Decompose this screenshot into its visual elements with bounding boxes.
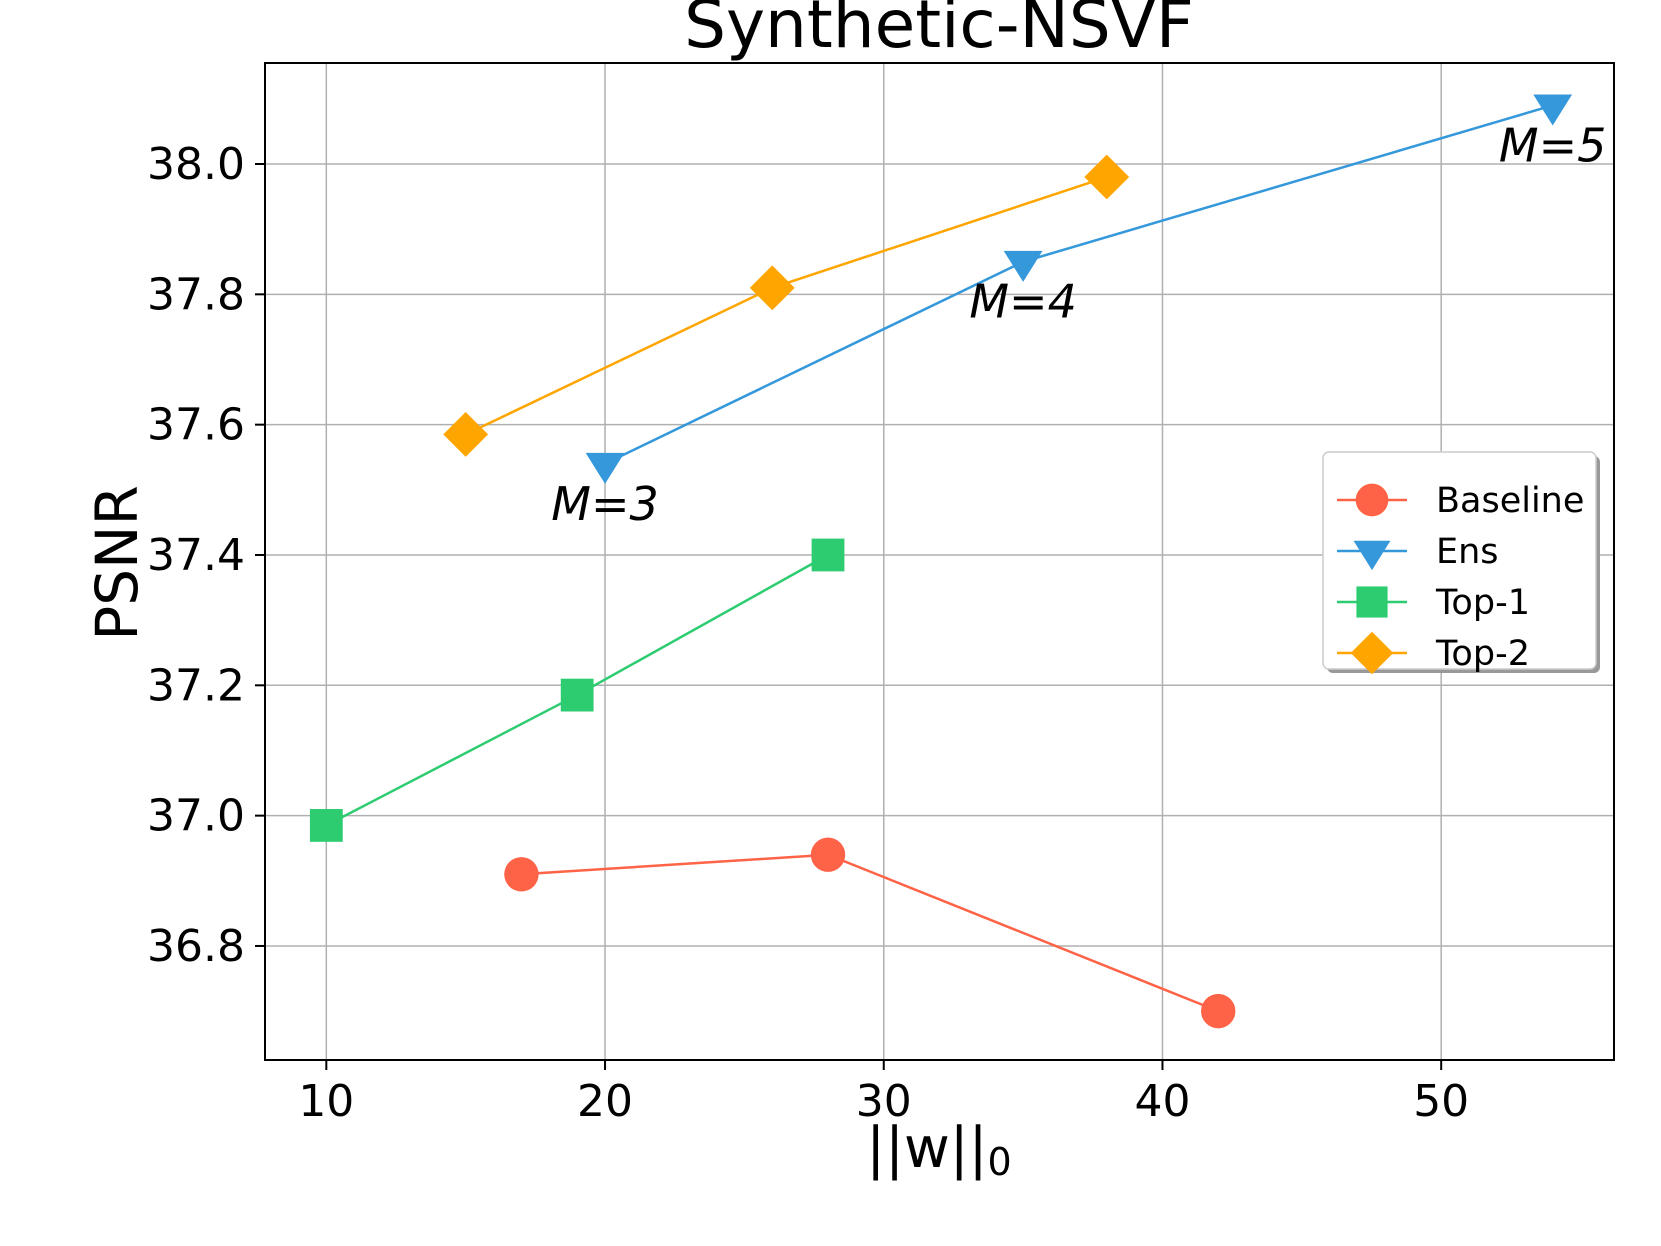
legend-marker-top-2 bbox=[1350, 631, 1394, 675]
x-tick-label: 30 bbox=[856, 1076, 912, 1127]
y-axis-label: PSNR bbox=[83, 485, 151, 640]
series-top-1 bbox=[309, 538, 845, 842]
y-tick-label: 37.4 bbox=[147, 530, 245, 581]
legend-entry-top-2: Top-2 bbox=[1337, 631, 1530, 675]
x-tick-label: 10 bbox=[298, 1076, 354, 1127]
axis-ticks: 10 20 30 40 50 36.8 37.0 37.2 37.4 37.6 37.8 38.0 bbox=[147, 139, 1469, 1127]
series-line-baseline bbox=[521, 853, 1219, 1013]
legend-label-top-1: Top-1 bbox=[1435, 583, 1530, 623]
x-tick-label: 20 bbox=[577, 1076, 633, 1127]
legend-label-top-2: Top-2 bbox=[1435, 634, 1530, 674]
series-ens bbox=[585, 94, 1573, 484]
data-point-top-2 bbox=[1084, 154, 1130, 200]
series-top-2 bbox=[443, 154, 1130, 457]
chart-title: Synthetic-NSVF bbox=[684, 0, 1194, 63]
y-tick-label: 36.8 bbox=[147, 921, 245, 972]
legend-marker-top-1 bbox=[1356, 586, 1388, 618]
x-tick-label: 40 bbox=[1134, 1076, 1190, 1127]
data-point-baseline bbox=[1201, 993, 1236, 1029]
legend-box bbox=[1322, 451, 1597, 670]
legend-entry-ens: Ens bbox=[1337, 532, 1499, 572]
data-point-top-2 bbox=[749, 265, 795, 311]
y-tick-label: 37.8 bbox=[147, 269, 245, 320]
legend-entry-baseline: Baseline bbox=[1337, 481, 1584, 521]
data-point-top-1 bbox=[811, 538, 845, 572]
annotation-label: M=5 bbox=[1499, 118, 1607, 172]
data-point-baseline bbox=[810, 837, 846, 872]
annotation-label: M=3 bbox=[551, 477, 659, 531]
legend-marker-ens bbox=[1353, 540, 1391, 571]
legend-marker-baseline bbox=[1355, 483, 1389, 517]
y-tick-label: 37.6 bbox=[147, 400, 245, 451]
legend: Baseline Ens Top-1 Top-2 bbox=[1322, 451, 1600, 675]
data-point-ens bbox=[1533, 94, 1573, 126]
series-baseline bbox=[504, 837, 1236, 1029]
data-point-top-1 bbox=[560, 678, 594, 712]
legend-label-baseline: Baseline bbox=[1436, 481, 1584, 521]
series-line-ens bbox=[604, 104, 1554, 465]
x-axis-label-subscript: 0 bbox=[988, 1140, 1012, 1184]
data-point-top-1 bbox=[309, 809, 343, 842]
plot-area-frame bbox=[264, 62, 1615, 1061]
y-tick-label: 38.0 bbox=[147, 139, 245, 190]
data-point-top-2 bbox=[443, 412, 489, 457]
legend-label-ens: Ens bbox=[1436, 532, 1499, 572]
data-point-ens bbox=[585, 452, 625, 484]
x-tick-label: 50 bbox=[1413, 1076, 1469, 1127]
annotations: M=3 M=4 M=5 bbox=[551, 118, 1606, 530]
data-point-ens bbox=[1003, 250, 1043, 282]
y-tick-label: 37.2 bbox=[147, 660, 245, 711]
y-tick-label: 37.0 bbox=[147, 791, 245, 842]
x-axis-label-main: ||w|| bbox=[866, 1116, 987, 1181]
series bbox=[309, 94, 1573, 1029]
x-axis-label: ||w||0 bbox=[866, 1116, 1011, 1184]
legend-entry-top-1: Top-1 bbox=[1337, 583, 1530, 623]
data-point-baseline bbox=[504, 857, 539, 892]
annotation-label: M=4 bbox=[969, 275, 1077, 329]
